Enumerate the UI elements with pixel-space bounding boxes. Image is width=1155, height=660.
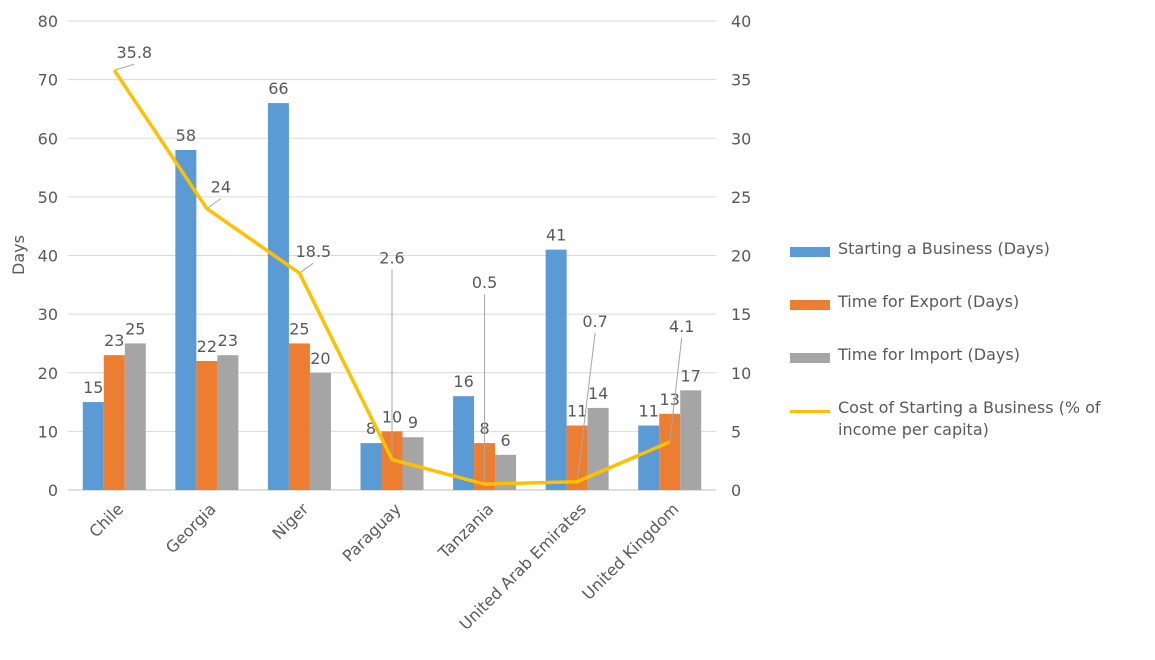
line-value-label: 0.5 (472, 273, 497, 292)
line-value-label: 0.7 (582, 312, 607, 331)
y2-tick-label: 40 (731, 12, 751, 31)
y2-tick-label: 5 (731, 422, 741, 441)
bar (309, 372, 331, 490)
line-series (112, 69, 671, 486)
bar-value-label: 11 (567, 402, 587, 421)
legend-label: Starting a Business (Days) (838, 239, 1050, 258)
leader-line (206, 198, 222, 210)
line-value-label: 2.6 (379, 249, 404, 268)
category-labels: Chile Georgia Niger Paraguay Tanzania United … (85, 499, 682, 634)
category-label: Niger (268, 499, 312, 543)
bar-value-label: 66 (268, 79, 288, 98)
bar (545, 249, 567, 490)
leader-line (576, 332, 596, 482)
bar (680, 390, 702, 490)
y2-tick-label: 15 (731, 305, 751, 324)
bar (495, 454, 517, 490)
line-value-label: 18.5 (296, 242, 332, 261)
bar-value-label: 8 (366, 419, 376, 438)
y-tick-label: 60 (38, 129, 58, 148)
category-label: Chile (85, 499, 127, 541)
bar (288, 343, 310, 490)
y-axis-label: Days (9, 235, 28, 275)
legend: Starting a Business (Days) Time for Expo… (790, 238, 1150, 450)
y2-tick-label: 35 (731, 71, 751, 90)
bar-value-label: 41 (546, 226, 566, 245)
y2-tick-label: 30 (731, 129, 751, 148)
y-tick-label: 80 (38, 12, 58, 31)
y-tick-label: 10 (38, 422, 58, 441)
bar-value-label: 17 (681, 366, 701, 385)
line-path (112, 69, 671, 486)
bar-value-label: 16 (453, 372, 473, 391)
bar (196, 361, 218, 490)
legend-item-starting-business: Starting a Business (Days) (790, 238, 1150, 291)
bar-value-label: 58 (176, 126, 196, 145)
right-axis-ticks: 0 5 10 15 20 25 30 35 40 (731, 12, 751, 500)
legend-swatch-line (790, 410, 830, 413)
y-tick-label: 30 (38, 305, 58, 324)
legend-label: Time for Export (Days) (838, 292, 1020, 311)
line-data-labels: 35.8 24 18.5 2.6 0.5 0.7 4.1 (116, 43, 694, 336)
bar (217, 355, 239, 490)
bar-value-label: 23 (218, 331, 238, 350)
bar-value-label: 25 (289, 319, 309, 338)
bar-value-label: 11 (639, 402, 659, 421)
line-value-label: 4.1 (669, 317, 694, 336)
y-tick-label: 20 (38, 364, 58, 383)
y2-tick-label: 0 (731, 481, 741, 500)
leader-line (299, 262, 314, 274)
line-value-label: 24 (211, 178, 231, 197)
bar (175, 149, 197, 490)
y-tick-label: 40 (38, 247, 58, 266)
category-label: United Kingdom (578, 499, 682, 603)
bar (360, 443, 382, 490)
bar-value-label: 23 (104, 331, 124, 350)
legend-item-time-import: Time for Import (Days) (790, 344, 1150, 397)
legend-swatch-gray (790, 353, 830, 363)
category-label: Paraguay (339, 499, 405, 565)
bar-series (82, 103, 702, 490)
bar-value-label: 14 (588, 384, 608, 403)
y-tick-label: 70 (38, 71, 58, 90)
bar-value-label: 20 (310, 349, 330, 368)
legend-swatch-orange (790, 300, 830, 310)
bar (638, 425, 660, 490)
legend-label: Time for Import (Days) (838, 345, 1020, 364)
category-label: Georgia (162, 499, 220, 557)
bar (659, 413, 681, 490)
bar-value-label: 13 (660, 390, 680, 409)
bar (267, 103, 289, 490)
legend-item-time-export: Time for Export (Days) (790, 291, 1150, 344)
y2-tick-label: 25 (731, 188, 751, 207)
bar (82, 402, 104, 490)
bar (124, 343, 146, 490)
y2-tick-label: 20 (731, 247, 751, 266)
line-label-leaders (114, 63, 683, 485)
y-tick-label: 0 (48, 481, 58, 500)
legend-item-cost-starting: Cost of Starting a Business (% of income… (790, 397, 1150, 450)
leader-line (114, 63, 135, 71)
bar (103, 355, 125, 490)
line-value-label: 35.8 (116, 43, 152, 62)
bar-value-label: 25 (125, 319, 145, 338)
y2-tick-label: 10 (731, 364, 751, 383)
leader-line (669, 337, 683, 442)
y-tick-label: 50 (38, 188, 58, 207)
category-label: Tanzania (434, 499, 497, 562)
bar-value-label: 22 (197, 337, 217, 356)
legend-swatch-blue (790, 247, 830, 257)
bar (453, 396, 475, 490)
legend-label: Cost of Starting a Business (% of income… (838, 398, 1101, 439)
left-axis-ticks: 0 10 20 30 40 50 60 70 80 (38, 12, 58, 500)
bar-value-label: 6 (500, 431, 510, 450)
bar-value-label: 15 (83, 378, 103, 397)
bar-value-label: 9 (408, 413, 418, 432)
